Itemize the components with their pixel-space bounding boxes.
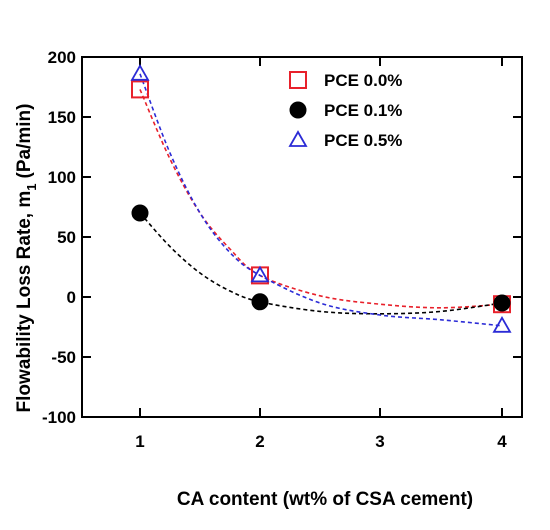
data-point-triangle	[250, 265, 270, 283]
data-point-triangle	[492, 315, 512, 333]
data-point-square	[131, 80, 149, 99]
legend: PCE 0.0% PCE 0.1% PCE 0.5%	[288, 71, 402, 150]
legend-marker-triangle	[288, 130, 308, 147]
x-tick-label: 2	[255, 432, 264, 451]
y-axis-label: Flowability Loss Rate, m1 (Pa/min)	[14, 104, 39, 413]
y-tick-label: 0	[67, 288, 76, 307]
data-point-triangle	[130, 63, 150, 81]
fit-curve-triangle	[139, 73, 503, 327]
y-axis-label-subscript: 1	[24, 184, 39, 191]
x-axis-ticks: 1 2 3 4	[135, 57, 507, 451]
fit-curve-circle	[139, 212, 503, 315]
data-point-circle	[131, 204, 149, 222]
legend-label: PCE 0.0%	[324, 71, 402, 90]
plot-area: 1 2 3 4 -100 -50 0 50 100 150 200	[42, 48, 523, 451]
fit-curve-square	[139, 89, 503, 309]
data-point-circle	[251, 293, 269, 311]
x-tick-label: 1	[135, 432, 144, 451]
y-tick-label: 50	[57, 228, 76, 247]
y-tick-label: 200	[48, 48, 76, 67]
y-axis-label-main: Flowability Loss Rate, m	[14, 191, 35, 413]
data-point-circle	[493, 294, 511, 312]
y-tick-label: 150	[48, 108, 76, 127]
x-axis-label: CA content (wt% of CSA cement)	[177, 489, 473, 510]
x-tick-label: 4	[497, 432, 507, 451]
y-tick-label: 100	[48, 168, 76, 187]
y-tick-label: -50	[51, 348, 76, 367]
x-tick-label: 3	[375, 432, 384, 451]
y-axis-ticks: -100 -50 0 50 100 150 200	[42, 48, 522, 427]
data-markers	[130, 63, 512, 333]
legend-label: PCE 0.1%	[324, 101, 402, 120]
legend-marker-circle	[289, 101, 307, 119]
y-tick-label: -100	[42, 408, 76, 427]
legend-marker-square	[289, 71, 307, 89]
y-axis-label-unit: (Pa/min)	[14, 104, 35, 179]
legend-label: PCE 0.5%	[324, 131, 402, 150]
fit-curves	[139, 73, 503, 327]
